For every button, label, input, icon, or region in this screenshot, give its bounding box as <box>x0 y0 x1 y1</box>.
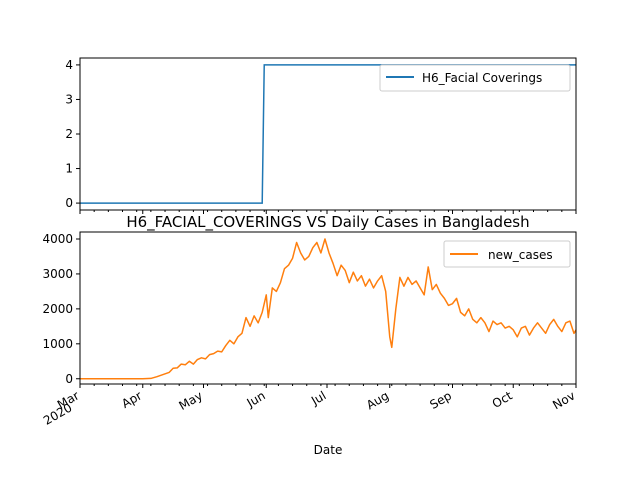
y-tick-label: 1000 <box>42 337 73 351</box>
y-tick-label: 1 <box>65 162 73 176</box>
series-line-new-cases <box>80 238 577 380</box>
bottom-legend: new_cases <box>443 240 571 268</box>
top-legend: H6_Facial Coverings <box>379 64 571 92</box>
y-tick-label: 3 <box>65 92 73 106</box>
bottom-legend-box <box>443 240 571 268</box>
y-tick-label: 2 <box>65 127 73 141</box>
top-plot-frame <box>79 57 577 211</box>
bottom-plot-frame <box>79 231 577 385</box>
y-tick-label: 0 <box>65 196 73 210</box>
chart-title: H6_FACIAL_COVERINGS VS Daily Cases in Ba… <box>126 213 529 232</box>
y-tick-label: 4 <box>65 58 73 72</box>
bottom-legend-label: new_cases <box>488 248 553 262</box>
top-legend-box <box>379 64 571 92</box>
y-tick-label: 3000 <box>42 267 73 281</box>
x-tick-label: Jul <box>308 388 328 408</box>
y-tick-label: 4000 <box>42 232 73 246</box>
y-tick-label: 0 <box>65 372 73 386</box>
x-axis-label: Date <box>314 443 343 457</box>
top-legend-label: H6_Facial Coverings <box>422 71 542 85</box>
y-tick-label: 2000 <box>42 302 73 316</box>
top-subplot: 0 1 2 3 4 H6_Facial Coverings <box>65 57 577 214</box>
